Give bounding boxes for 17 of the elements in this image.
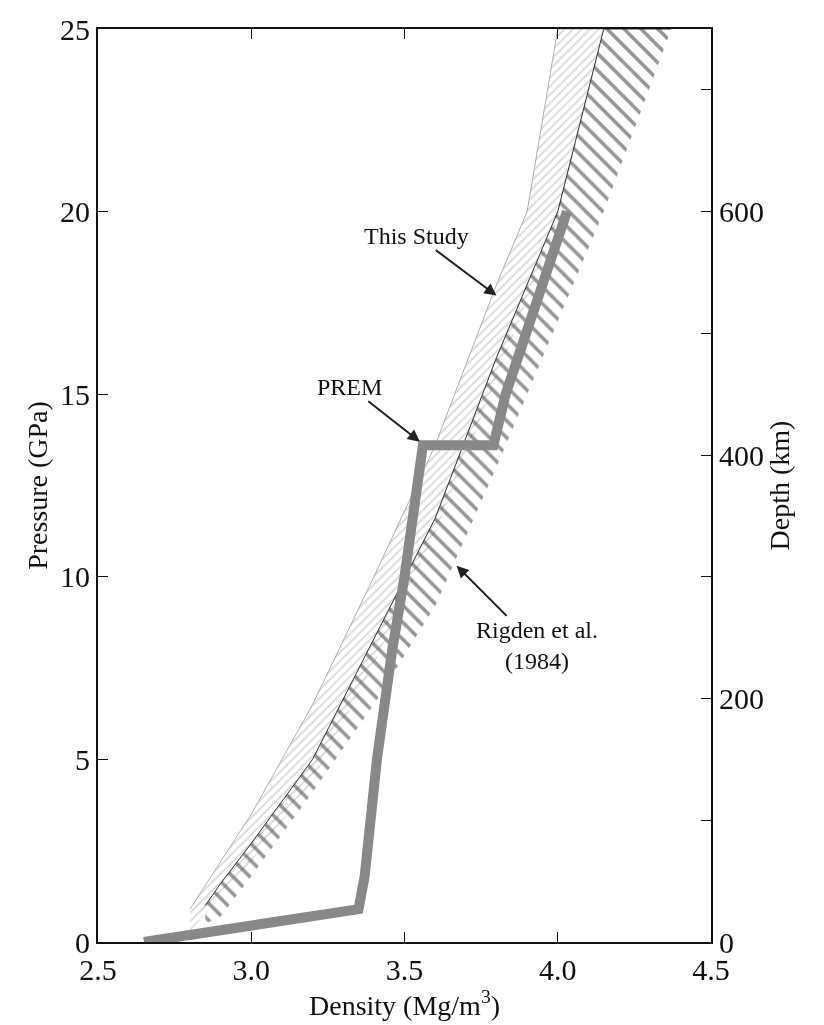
y-tick-label: 25	[60, 12, 90, 46]
y-tick-label: 15	[60, 377, 90, 411]
y2-tick-label: 600	[719, 195, 764, 229]
annotation: PREM	[317, 374, 383, 400]
y-tick-label: 5	[75, 742, 90, 776]
x-tick-label: 3.0	[232, 953, 270, 986]
y-tick-label: 10	[60, 560, 90, 594]
y-tick-label: 20	[60, 195, 90, 229]
annotation: Rigden et al. (1984)	[476, 617, 598, 675]
y2-tick-label: 200	[719, 682, 764, 716]
x-tick-label: 3.5	[385, 953, 424, 986]
annotation: This Study	[364, 223, 469, 249]
y-axis-title: Pressure (GPa)	[22, 401, 54, 570]
y2-axis-title: Depth (km)	[764, 420, 795, 551]
x-tick-label: 4.0	[539, 953, 577, 986]
y2-tick-label: 400	[719, 438, 764, 472]
x-axis-title: Density (Mg/m$^{3}$)	[308, 986, 501, 1021]
